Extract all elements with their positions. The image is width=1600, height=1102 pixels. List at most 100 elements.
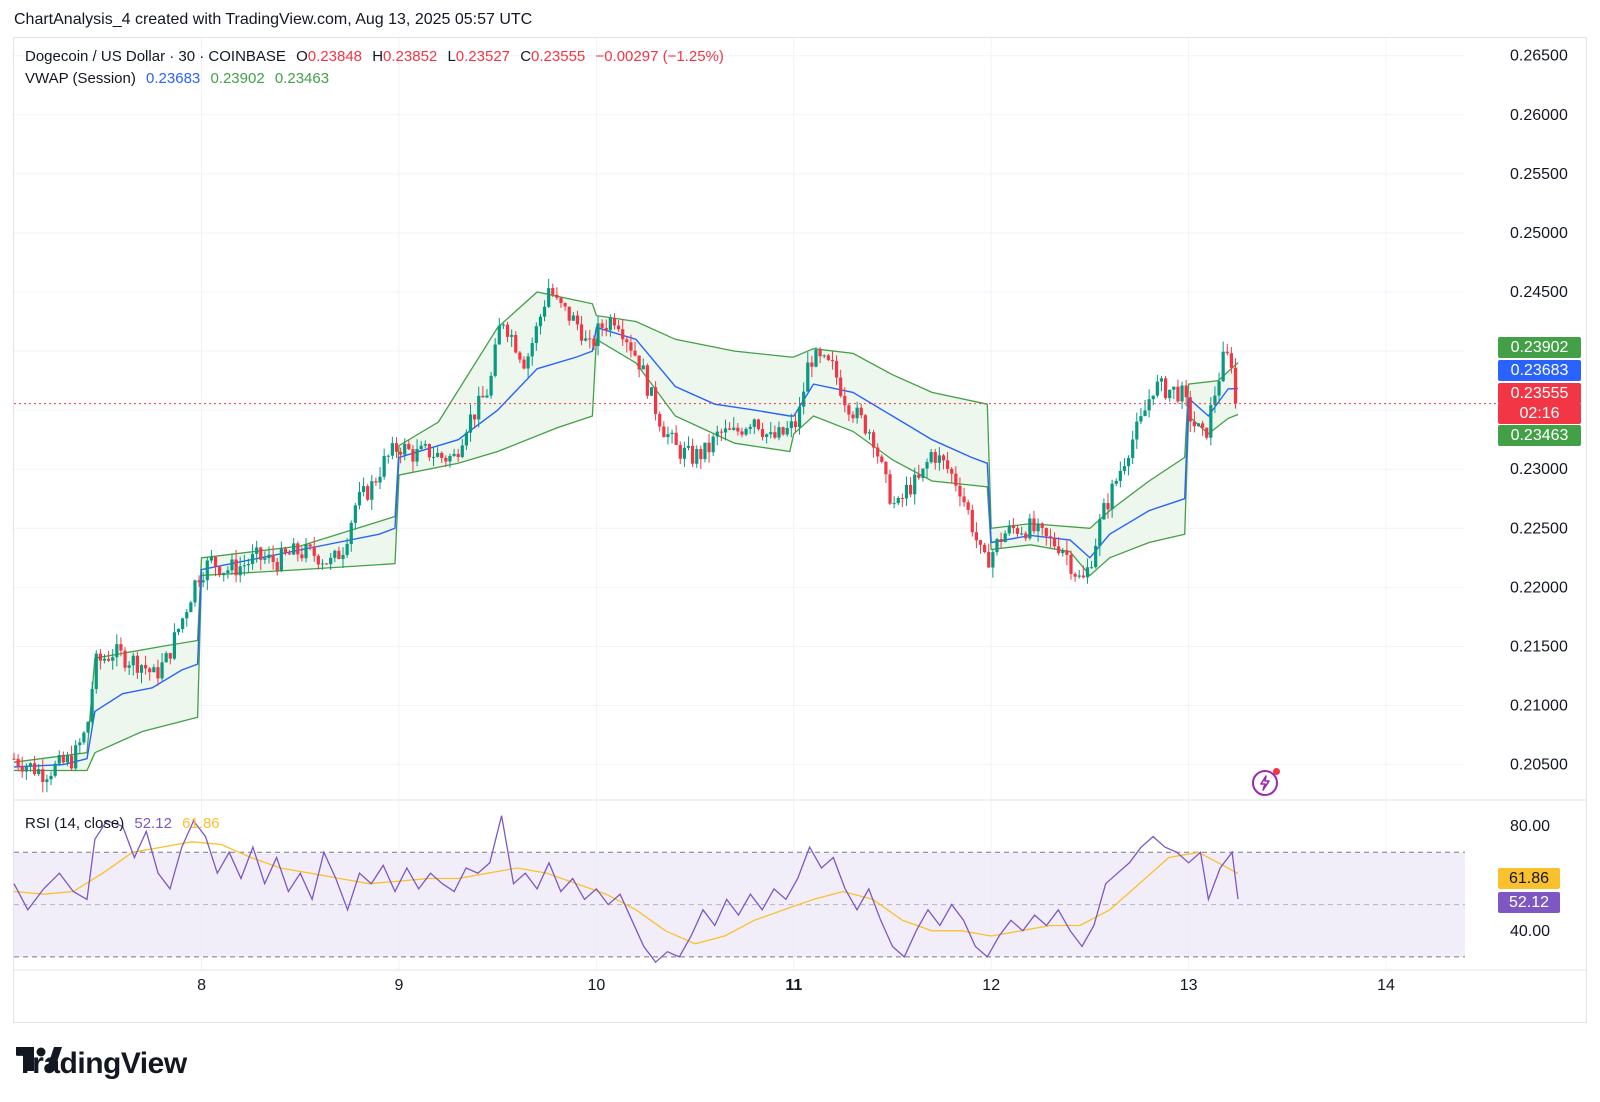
candle-body bbox=[341, 554, 345, 560]
price-tick-label: 0.21000 bbox=[1510, 697, 1568, 714]
candle-body bbox=[719, 431, 724, 433]
candle-body bbox=[1126, 457, 1131, 467]
rsi-line bbox=[13, 815, 1239, 964]
candle-body bbox=[966, 502, 970, 510]
candle-body bbox=[1106, 503, 1110, 510]
candle-body bbox=[950, 468, 954, 474]
price-tick-label: 0.22000 bbox=[1510, 579, 1568, 596]
close-label: C bbox=[520, 48, 532, 65]
candle-body bbox=[612, 318, 617, 326]
candle-body bbox=[732, 427, 736, 430]
candle-body bbox=[621, 329, 625, 340]
tradingview-logo[interactable]: TradingView bbox=[16, 1047, 187, 1081]
candle-body bbox=[329, 557, 333, 565]
vwap-lower-value: 0.23463 bbox=[274, 70, 330, 87]
candle-body bbox=[756, 419, 761, 430]
candle-body bbox=[320, 563, 325, 565]
candle-body bbox=[164, 653, 168, 663]
candle-body bbox=[649, 387, 654, 396]
candle-body bbox=[1233, 367, 1238, 404]
candle-body bbox=[974, 532, 978, 541]
low-label: L bbox=[447, 48, 456, 65]
candle-body bbox=[629, 342, 633, 351]
candle-body bbox=[542, 306, 547, 317]
candle-body bbox=[760, 429, 765, 437]
candle-body bbox=[962, 496, 966, 503]
candle-body bbox=[908, 484, 913, 495]
candle-body bbox=[90, 689, 94, 723]
candle-body bbox=[514, 334, 518, 353]
candle-body bbox=[793, 421, 798, 428]
candle-body bbox=[1209, 405, 1213, 438]
candle-body bbox=[789, 421, 793, 429]
candle-body bbox=[127, 665, 131, 668]
last-price-tag: 0.23555 bbox=[1498, 383, 1581, 404]
candle-body bbox=[1028, 518, 1032, 539]
rsi-tick-label: 40.00 bbox=[1510, 923, 1550, 940]
candle-body bbox=[814, 349, 818, 367]
candle-body bbox=[226, 570, 230, 573]
candle-body bbox=[456, 453, 460, 457]
lightning-icon[interactable] bbox=[1252, 768, 1280, 796]
candle-body bbox=[534, 326, 538, 344]
candle-body bbox=[168, 653, 172, 659]
candle-body bbox=[1135, 421, 1139, 440]
candle-body bbox=[176, 628, 181, 633]
candle-body bbox=[777, 427, 781, 438]
candle-body bbox=[1188, 397, 1192, 422]
candle-body bbox=[1085, 567, 1090, 578]
candle-body bbox=[946, 460, 950, 469]
time-tick-label: 10 bbox=[587, 977, 605, 994]
candle-body bbox=[913, 474, 917, 495]
candle-body bbox=[464, 432, 469, 446]
candle-body bbox=[296, 543, 300, 555]
candle-body bbox=[403, 443, 407, 455]
candle-body bbox=[678, 444, 682, 459]
candle-body bbox=[641, 365, 645, 370]
candle-body bbox=[1143, 410, 1147, 417]
candle-body bbox=[1192, 421, 1196, 427]
candle-body bbox=[510, 334, 514, 337]
candle-body bbox=[888, 474, 892, 504]
candle-body bbox=[345, 543, 349, 555]
vwap-legend: VWAP (Session) 0.23683 0.23902 0.23463 bbox=[25, 70, 335, 87]
candle-body bbox=[1098, 519, 1102, 546]
candle-body bbox=[822, 355, 826, 357]
candle-body bbox=[843, 395, 847, 406]
candle-body bbox=[929, 452, 933, 463]
candle-body bbox=[1089, 567, 1094, 569]
rsi-legend: RSI (14, close) 52.12 61.86 bbox=[25, 815, 226, 832]
rsi-tag: 52.12 bbox=[1498, 892, 1560, 913]
candle-body bbox=[1040, 523, 1044, 529]
candle-body bbox=[444, 457, 448, 462]
candle-body bbox=[1069, 554, 1073, 574]
attribution-text: ChartAnalysis_4 created with TradingView… bbox=[14, 11, 533, 28]
candle-body bbox=[193, 580, 197, 603]
candle-body bbox=[810, 362, 814, 367]
candle-body bbox=[501, 324, 506, 326]
high-label: H bbox=[372, 48, 384, 65]
candle-body bbox=[781, 427, 785, 435]
candle-body bbox=[473, 414, 477, 420]
candle-body bbox=[156, 667, 160, 679]
candle-body bbox=[160, 662, 164, 679]
candle-body bbox=[666, 434, 670, 438]
candle-body bbox=[1044, 528, 1048, 537]
open-label: O bbox=[296, 48, 308, 65]
candle-body bbox=[983, 544, 987, 553]
candle-body bbox=[1176, 386, 1180, 402]
candle-body bbox=[493, 344, 497, 376]
price-tick-label: 0.20500 bbox=[1510, 757, 1568, 774]
candle-body bbox=[213, 556, 218, 567]
high-value: 0.23852 bbox=[383, 48, 438, 65]
candle-body bbox=[139, 665, 144, 673]
candle-body bbox=[1024, 533, 1028, 539]
candle-body bbox=[32, 763, 37, 775]
candle-body bbox=[337, 550, 341, 560]
candle-body bbox=[448, 455, 452, 462]
candle-body bbox=[201, 580, 205, 583]
candle-body bbox=[1003, 533, 1007, 543]
candle-body bbox=[1081, 575, 1085, 578]
candle-body bbox=[222, 572, 226, 576]
